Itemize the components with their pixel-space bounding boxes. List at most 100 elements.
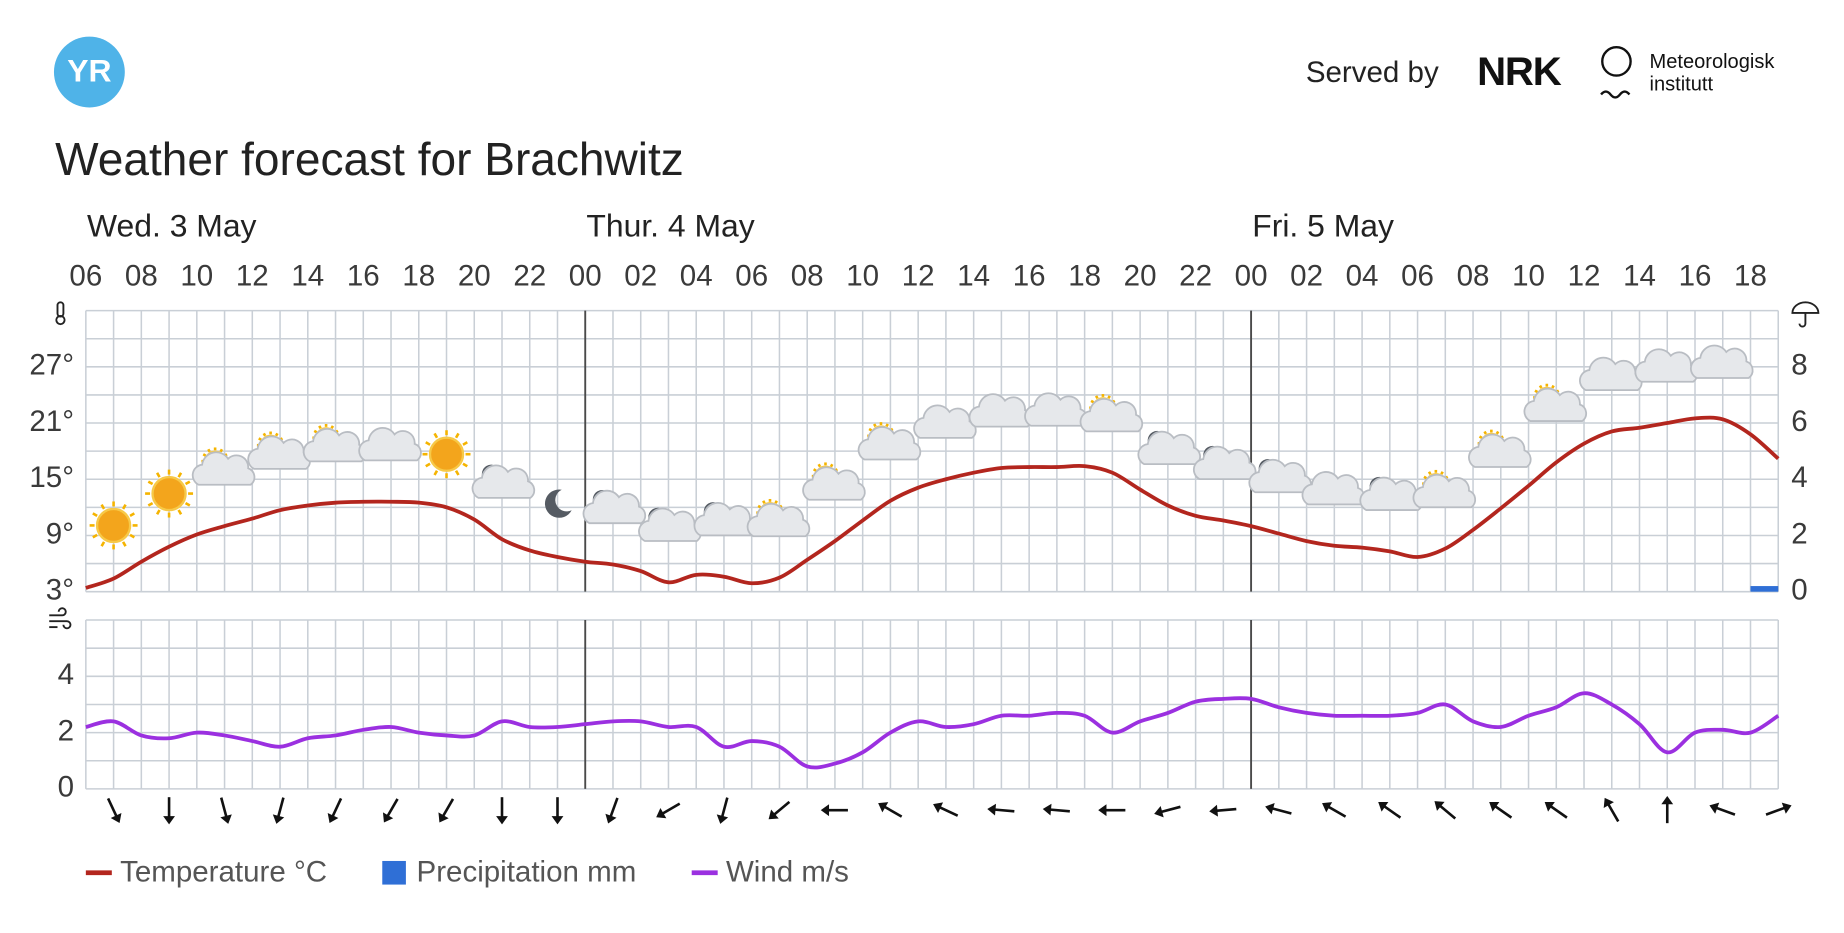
arrow-head — [551, 816, 564, 825]
x-tick-label: 00 — [569, 259, 602, 292]
y2-tick-label: 0 — [1791, 573, 1807, 606]
arrow-head — [605, 813, 617, 824]
legend-label: Wind m/s — [726, 856, 849, 889]
sun-ray — [184, 480, 191, 486]
cloud — [746, 502, 811, 538]
wind-arrow — [496, 797, 508, 825]
sun-ray — [155, 472, 161, 478]
wind-arrow — [605, 797, 619, 824]
sun — [428, 436, 465, 472]
sun-ray — [433, 432, 439, 439]
x-tick-label: 18 — [1068, 259, 1101, 292]
x-tick-label: 10 — [846, 259, 879, 292]
x-tick-label: 04 — [1346, 259, 1379, 292]
partner-logo: NRK — [1477, 49, 1562, 94]
weather-symbol — [191, 447, 256, 486]
sun-ray — [121, 504, 127, 510]
wind-arrow — [551, 797, 564, 825]
x-tick-label: 08 — [791, 259, 824, 292]
day-label: Thur. 4 May — [586, 207, 754, 243]
wind-arrow — [656, 802, 681, 819]
arrow-head — [1489, 801, 1500, 812]
sun-ray — [812, 468, 817, 472]
cloud — [1301, 471, 1366, 506]
sun-ray — [462, 462, 468, 468]
arrow-head — [820, 804, 830, 817]
wind-arrow — [1603, 797, 1620, 823]
arrow-head — [656, 808, 667, 819]
wind-tick-label: 4 — [58, 658, 74, 691]
wind-arrow — [1765, 802, 1792, 816]
sun-ray — [1551, 384, 1555, 389]
arrow-head — [1434, 801, 1445, 811]
weather-symbol — [1359, 476, 1423, 511]
served-by: Served by — [1306, 56, 1439, 89]
sun-ray — [774, 500, 778, 504]
sun-ray — [262, 432, 267, 437]
arrow-head — [1661, 796, 1674, 805]
x-tick-label: 22 — [1179, 259, 1212, 292]
y2-tick-label: 8 — [1791, 349, 1807, 382]
sun-ray — [147, 501, 154, 507]
sun-ray — [129, 512, 135, 518]
x-tick-label: 14 — [957, 259, 990, 292]
x-tick-label: 16 — [1679, 259, 1712, 292]
wind-arrow — [1489, 801, 1513, 819]
sun-ray — [121, 541, 127, 547]
weather-symbol — [544, 489, 572, 518]
wind-arrow — [1434, 801, 1457, 820]
sun-ray — [1107, 395, 1111, 399]
sun-ray — [868, 427, 873, 432]
sun-ray — [1534, 389, 1539, 394]
sun-ray — [92, 533, 98, 539]
weather-symbol — [968, 393, 1033, 428]
x-tick-label: 22 — [513, 259, 546, 292]
arrow-head — [1709, 802, 1720, 814]
x-tick-label: 20 — [458, 259, 491, 292]
weather-symbol — [638, 507, 702, 542]
cloud — [302, 427, 367, 463]
wind-arrow — [219, 797, 232, 824]
arrow-head — [272, 814, 285, 824]
umbrella-icon — [1791, 301, 1820, 328]
weather-symbol — [1412, 469, 1476, 509]
y-tick-label: 3° — [46, 573, 74, 606]
sun-ray — [100, 541, 106, 547]
wind-arrow — [1265, 802, 1292, 815]
x-tick-label: 18 — [1734, 259, 1767, 292]
temperature-line — [85, 415, 1780, 590]
arrow-head — [933, 802, 944, 814]
weather-symbol — [1690, 344, 1754, 379]
weather-symbol — [145, 469, 194, 518]
cloud — [857, 426, 922, 461]
cloud — [1024, 392, 1088, 427]
cloud — [582, 489, 647, 525]
sun-ray — [425, 462, 431, 468]
x-tick-label: 16 — [1013, 259, 1046, 292]
x-tick-label: 14 — [1623, 259, 1656, 292]
arrow-head — [163, 816, 175, 825]
sun-ray — [330, 425, 335, 429]
wind-arrow — [106, 797, 122, 824]
arrow-head — [1265, 802, 1275, 815]
weather-symbol — [582, 489, 647, 525]
sun-ray — [1478, 435, 1483, 440]
x-tick-label: 02 — [1290, 259, 1323, 292]
x-tick-label: 02 — [624, 259, 657, 292]
legend-label: Temperature °C — [120, 856, 327, 889]
sun-ray — [1094, 395, 1099, 399]
wind-arrow — [1378, 801, 1402, 819]
sun-ray — [219, 448, 224, 453]
weather-symbol — [358, 427, 422, 462]
sun-ray — [1427, 471, 1432, 475]
institute-name: institutt — [1650, 73, 1714, 95]
sun — [95, 507, 132, 544]
arrow-head — [1209, 804, 1218, 817]
x-tick-label: 08 — [125, 259, 158, 292]
y-tick-label: 15° — [29, 461, 74, 494]
cloud — [1248, 458, 1312, 494]
sun-ray — [1538, 384, 1543, 389]
y2-tick-label: 6 — [1791, 405, 1807, 438]
logo: YR — [67, 53, 111, 89]
y-tick-label: 21° — [29, 405, 74, 438]
